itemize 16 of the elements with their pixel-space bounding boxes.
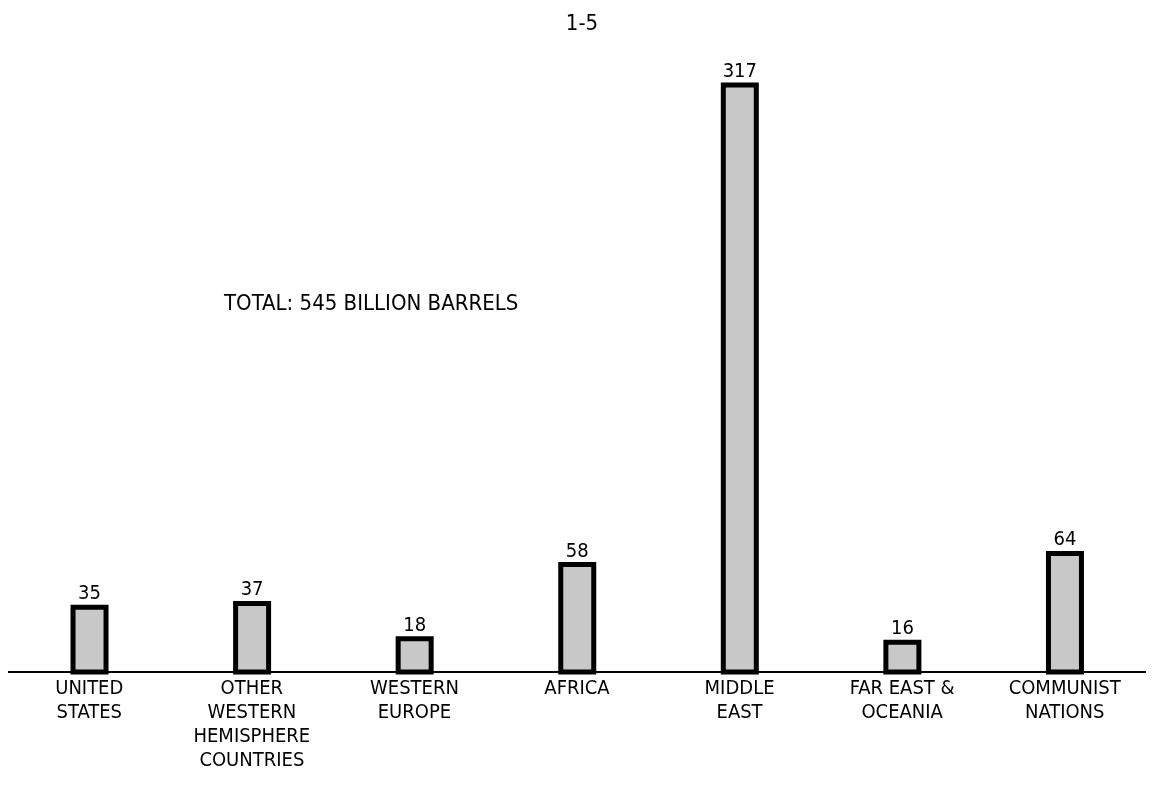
data-label: 16	[890, 615, 914, 640]
text: 1-5	[564, 10, 600, 35]
x-tick-label: AFRICA	[544, 675, 611, 699]
x-tick-label: FAR EAST & OCEANIA	[849, 675, 955, 723]
x-tick-label: WESTERN EUROPE	[369, 675, 459, 723]
data-label: 58	[565, 537, 589, 562]
data-label: 317	[722, 58, 757, 82]
data-label: 35	[78, 580, 101, 605]
data-label: 18	[403, 611, 427, 636]
annotation: TOTAL: 545 BILLION BARRELS	[224, 290, 519, 315]
data-label: 64	[1053, 526, 1077, 551]
data-label: 37	[240, 576, 264, 601]
x-tick-label: MIDDLE EAST	[704, 675, 775, 723]
x-tick-label: UNITED STATES	[55, 675, 124, 723]
x-tick-label: COMMUNIST NATIONS	[1008, 675, 1122, 723]
x-tick-label: OTHER WESTERN HEMISPHERE COUNTRIES	[193, 675, 311, 771]
